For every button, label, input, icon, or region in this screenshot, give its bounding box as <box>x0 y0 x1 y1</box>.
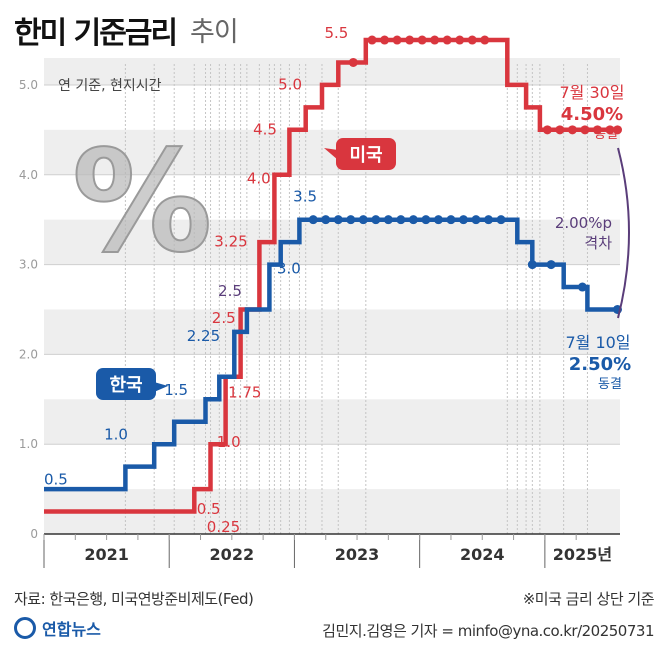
grid-band <box>44 309 620 355</box>
logo: 연합뉴스 <box>14 616 101 640</box>
us-end-date: 7월 30일 <box>559 83 624 102</box>
us-rate-dot <box>567 125 577 135</box>
x-year-label: 2023 <box>335 545 380 564</box>
us-end-value: 4.50% <box>561 104 623 125</box>
us-rate-dot <box>367 35 377 45</box>
rate-chart: 0 1.0 2.0 3.0 4.0 5.0 2021 2022 2023 2024 2025년 연 기… <box>19 24 631 568</box>
page-subtitle: 추이 <box>190 17 239 48</box>
us-rate-dot <box>430 35 440 45</box>
korea-rate-dot <box>577 282 587 292</box>
us-value-label: 2.5 <box>212 309 236 327</box>
korea-tag-label: 한국 <box>109 375 142 396</box>
korea-value-label: 1.5 <box>164 381 188 399</box>
page-title: 한미 기준금리 <box>14 16 178 51</box>
korea-rate-dot <box>496 215 506 225</box>
korea-rate-dot <box>371 215 381 225</box>
x-year-label: 2021 <box>84 545 129 564</box>
korea-rate-dot <box>358 215 368 225</box>
us-rate-dot <box>542 125 552 135</box>
us-value-label: 4.5 <box>253 120 277 138</box>
korea-rate-dot <box>396 215 406 225</box>
us-rate-dot <box>405 35 415 45</box>
y-tick-label: 5.0 <box>19 78 38 92</box>
logo-text: 연합뉴스 <box>42 620 101 639</box>
korea-rate-dot <box>527 260 537 270</box>
korea-rate-line <box>44 217 618 492</box>
korea-rate-dot <box>346 215 356 225</box>
korea-rate-dot <box>433 215 443 225</box>
us-rate-dot <box>348 57 358 67</box>
korea-rate-dot <box>484 215 494 225</box>
us-rate-dot <box>580 125 590 135</box>
us-rate-dot <box>380 35 390 45</box>
y-tick-label: 3.0 <box>19 258 38 272</box>
us-value-label: 1.0 <box>217 433 241 451</box>
korea-tag-box <box>96 368 156 400</box>
us-value-label: 0.25 <box>207 518 240 536</box>
korea-rate-dot <box>333 215 343 225</box>
grid-band <box>44 399 620 445</box>
korea-value-label: 3.0 <box>277 260 301 278</box>
korea-rate-dot <box>408 215 418 225</box>
source-note: 자료: 한국은행, 미국연방준비제도(Fed) <box>14 590 254 608</box>
us-tag-box <box>336 138 396 170</box>
us-rate-dot <box>612 125 622 135</box>
us-tag-label: 미국 <box>349 145 382 166</box>
us-value-label: 0.5 <box>197 500 221 518</box>
us-end-note: 동결 <box>594 127 618 142</box>
korea-value-label: 1.0 <box>104 426 128 444</box>
y-tick-label: 0 <box>30 527 38 541</box>
korea-value-label: 3.5 <box>293 188 317 206</box>
korea-rate-dot <box>421 215 431 225</box>
unit-note: 연 기준, 현지시간 <box>58 78 162 94</box>
us-value-label: 5.5 <box>324 24 348 42</box>
us-rate-dot <box>480 35 490 45</box>
gap-label: 격차 <box>584 234 612 252</box>
x-year-label: 2024 <box>460 545 505 564</box>
korea-value-label: 2.25 <box>187 327 220 345</box>
korea-rate-dot <box>546 260 556 270</box>
x-year-label: 2022 <box>210 545 255 564</box>
korea-end-value: 2.50% <box>569 354 631 375</box>
footnote: ※미국 금리 상단 기준 <box>522 590 655 608</box>
gap-value: 2.00%p <box>555 214 612 232</box>
y-tick-label: 2.0 <box>19 347 38 361</box>
korea-rate-dot <box>458 215 468 225</box>
us-tag-pointer <box>324 148 338 160</box>
credit: 김민지.김영은 기자 = minfo@yna.co.kr/20250731 <box>322 622 654 640</box>
yonhap-logo-icon <box>14 617 36 639</box>
korea-value-label: 0.5 <box>44 471 68 489</box>
korea-end-date: 7월 10일 <box>565 333 630 352</box>
korea-rate-dot <box>471 215 481 225</box>
us-rate-dot <box>555 125 565 135</box>
korea-rate-dot <box>308 215 318 225</box>
x-year-label: 2025년 <box>553 545 612 564</box>
us-rate-dot <box>605 125 615 135</box>
y-tick-label: 1.0 <box>19 437 38 451</box>
korea-rate-dot <box>321 215 331 225</box>
us-rate-dot <box>442 35 452 45</box>
us-value-label: 4.0 <box>247 170 271 188</box>
us-value-label: 1.75 <box>228 383 261 401</box>
percent-icon: % <box>72 121 212 284</box>
us-rate-dot <box>592 125 602 135</box>
us-rate-line <box>44 37 618 514</box>
korea-value-label: 2.5 <box>218 282 242 300</box>
us-value-label: 5.0 <box>278 75 302 93</box>
us-rate-dot <box>392 35 402 45</box>
us-rate-dot <box>455 35 465 45</box>
us-value-label: 3.25 <box>214 233 247 251</box>
gap-bracket <box>617 147 630 319</box>
y-tick-label: 4.0 <box>19 168 38 182</box>
korea-rate-dot <box>446 215 456 225</box>
us-rate-dot <box>417 35 427 45</box>
grid-band <box>44 58 620 85</box>
korea-end-note: 동결 <box>598 377 622 392</box>
korea-tag-pointer <box>154 382 168 392</box>
korea-rate-dot <box>383 215 393 225</box>
us-rate-dot <box>467 35 477 45</box>
